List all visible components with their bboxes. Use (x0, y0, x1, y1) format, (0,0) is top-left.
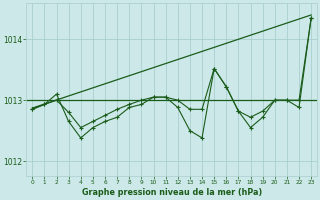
X-axis label: Graphe pression niveau de la mer (hPa): Graphe pression niveau de la mer (hPa) (82, 188, 262, 197)
